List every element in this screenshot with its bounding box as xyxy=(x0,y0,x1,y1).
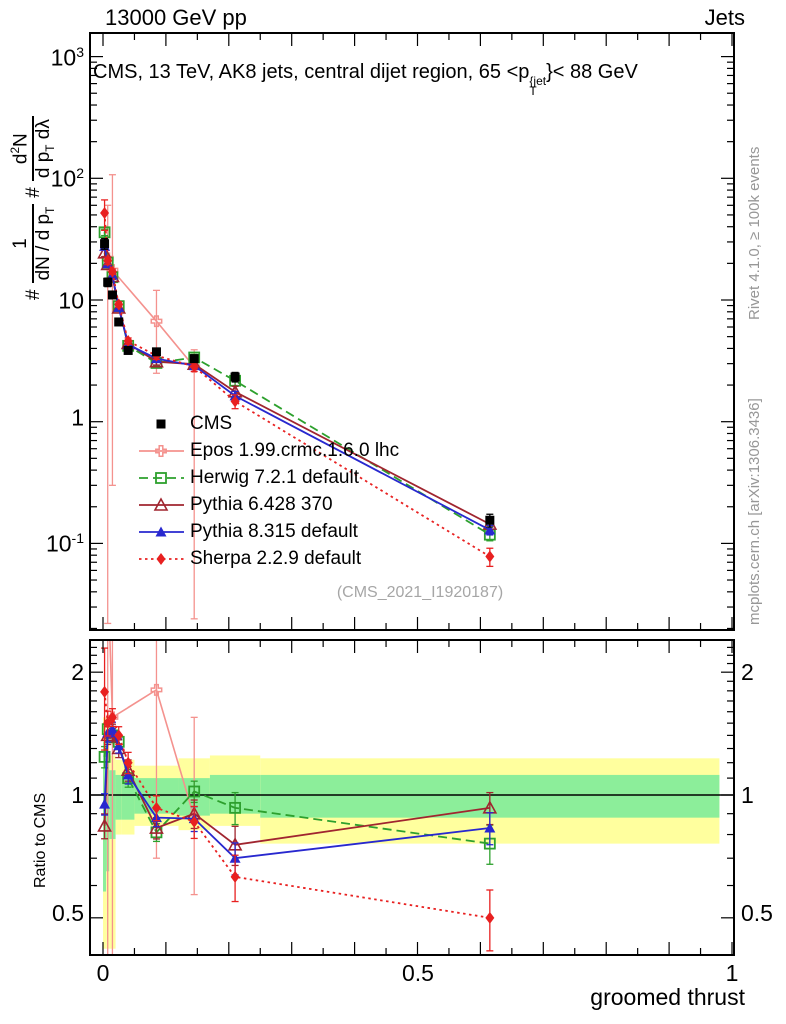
y-tick-label-1: 1 xyxy=(71,404,84,431)
y-tick-label-1e-1: 10-1 xyxy=(45,530,84,557)
legend-item-cms: CMS xyxy=(138,410,399,437)
legend: CMS Epos 1.99.crmc.1.6.0 lhc Herwig 7.2.… xyxy=(138,410,399,572)
legend-item-pythia6: Pythia 6.428 370 xyxy=(138,491,399,518)
axis-ticks xyxy=(90,33,734,955)
x-tick-label-0: 0 xyxy=(96,960,110,986)
yaxis-fraction-1: 1 dN / d pT xyxy=(10,203,58,284)
legend-item-pythia8: Pythia 8.315 default xyxy=(138,518,399,545)
ratio-axis-label: Ratio to CMS xyxy=(32,792,49,888)
x-tick-label-1: 1 xyxy=(725,960,739,986)
x-tick-label-05: 0.5 xyxy=(402,960,434,986)
ratio-tick-left-05: 0.5 xyxy=(52,900,84,926)
pt-jet-superscript: {jet T xyxy=(529,74,547,98)
rivet-version-text: Rivet 4.1.0, ≥ 100k events xyxy=(746,146,763,320)
analysis-id-watermark: (CMS_2021_I1920187) xyxy=(336,584,504,601)
ratio-tick-left-1: 1 xyxy=(71,782,84,808)
y-tick-label-10: 10 xyxy=(58,287,84,314)
herwig-marker-icon xyxy=(139,471,184,484)
y-tick-label-1e3: 103 xyxy=(50,44,84,71)
plot-title: CMS, 13 TeV, AK8 jets, central dijet reg… xyxy=(93,61,638,98)
main-panel-data xyxy=(97,174,498,625)
cms-marker-icon xyxy=(156,419,166,428)
ratio-tick-left-2: 2 xyxy=(71,659,84,685)
ratio-panel-data xyxy=(97,640,498,955)
y-tick-label-1e2: 102 xyxy=(50,165,84,192)
beam-energy-label: 13000 GeV pp xyxy=(105,5,247,30)
analysis-type-label: Jets xyxy=(704,5,745,30)
epos-marker-icon xyxy=(139,444,184,457)
pythia8-marker-icon xyxy=(139,526,184,536)
ratio-tick-right-05: 0.5 xyxy=(741,900,773,926)
legend-item-sherpa: Sherpa 2.2.9 default xyxy=(138,545,399,572)
mcplots-reference-text: mcplots.cern.ch [arXiv:1306.3436] xyxy=(746,398,763,625)
ratio-tick-right-2: 2 xyxy=(741,659,754,685)
ratio-tick-right-1: 1 xyxy=(741,782,754,808)
legend-item-epos: Epos 1.99.crmc.1.6.0 lhc xyxy=(138,437,399,464)
pythia6-marker-icon xyxy=(139,496,184,511)
legend-item-herwig: Herwig 7.2.1 default xyxy=(138,464,399,491)
sherpa-marker-icon xyxy=(139,552,184,565)
x-axis-label: groomed thrust xyxy=(590,984,745,1010)
